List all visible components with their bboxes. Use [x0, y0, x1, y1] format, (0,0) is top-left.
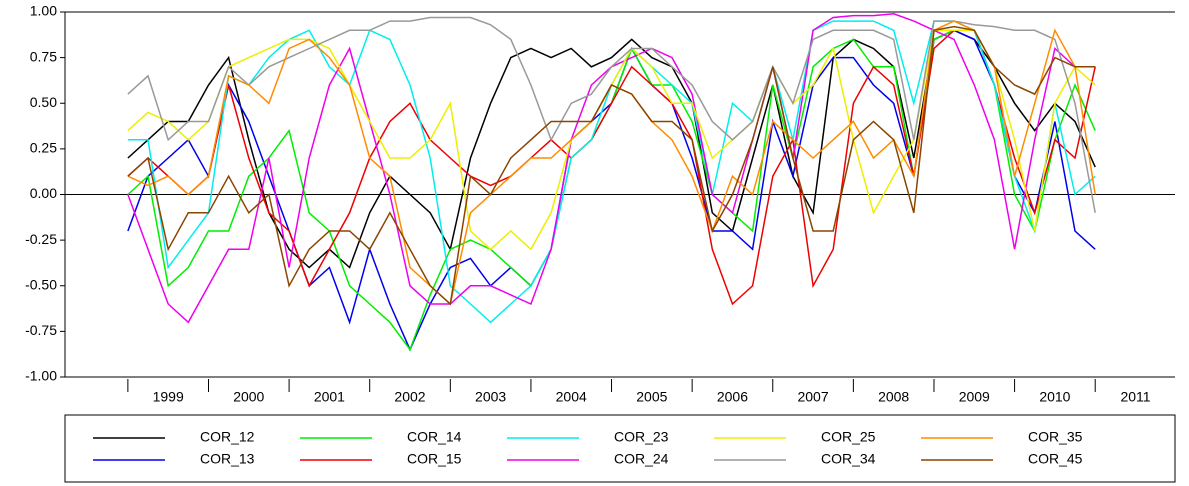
legend-label: COR_23 [614, 429, 669, 445]
legend-label: COR_14 [407, 429, 462, 445]
x-tick-label: 1999 [153, 389, 184, 405]
series-line [127, 29, 1096, 306]
y-tick-label: 0.00 [30, 185, 57, 201]
series-line [127, 16, 1096, 213]
y-tick-label: 0.75 [30, 48, 57, 64]
x-tick-label: 2011 [1120, 389, 1150, 405]
x-tick-label: 2006 [717, 389, 748, 405]
x-tick-label: 2001 [314, 389, 345, 405]
series-line [127, 25, 1096, 306]
x-tick-label: 2007 [797, 389, 828, 405]
y-tick-label: -1.00 [25, 368, 57, 384]
legend-box [64, 414, 1176, 483]
y-tick-label: -0.75 [25, 322, 57, 338]
x-tick-label: 2010 [1039, 389, 1070, 405]
y-tick-label: 0.50 [30, 94, 57, 110]
legend-label: COR_12 [200, 429, 255, 445]
legend-label: COR_34 [821, 451, 876, 467]
x-tick-label: 2009 [959, 389, 990, 405]
legend-label: COR_35 [1028, 429, 1083, 445]
x-tick-label: 2008 [878, 389, 909, 405]
x-tick-label: 2004 [556, 389, 587, 405]
series-line [127, 29, 1096, 352]
series-line [127, 29, 1096, 352]
y-tick-label: -0.50 [25, 276, 57, 292]
series-line [127, 20, 1096, 306]
x-tick-label: 2005 [636, 389, 667, 405]
x-tick-label: 2000 [233, 389, 264, 405]
legend-label: COR_25 [821, 429, 876, 445]
x-tick-label: 2003 [475, 389, 506, 405]
legend-label: COR_13 [200, 451, 255, 467]
legend-label: COR_45 [1028, 451, 1083, 467]
y-tick-label: 1.00 [30, 3, 57, 19]
y-tick-label: -0.25 [25, 231, 57, 247]
x-tick-label: 2002 [394, 389, 425, 405]
y-tick-label: 0.25 [30, 140, 57, 156]
legend-label: COR_24 [614, 451, 669, 467]
legend-label: COR_15 [407, 451, 462, 467]
series-line [127, 13, 1096, 324]
